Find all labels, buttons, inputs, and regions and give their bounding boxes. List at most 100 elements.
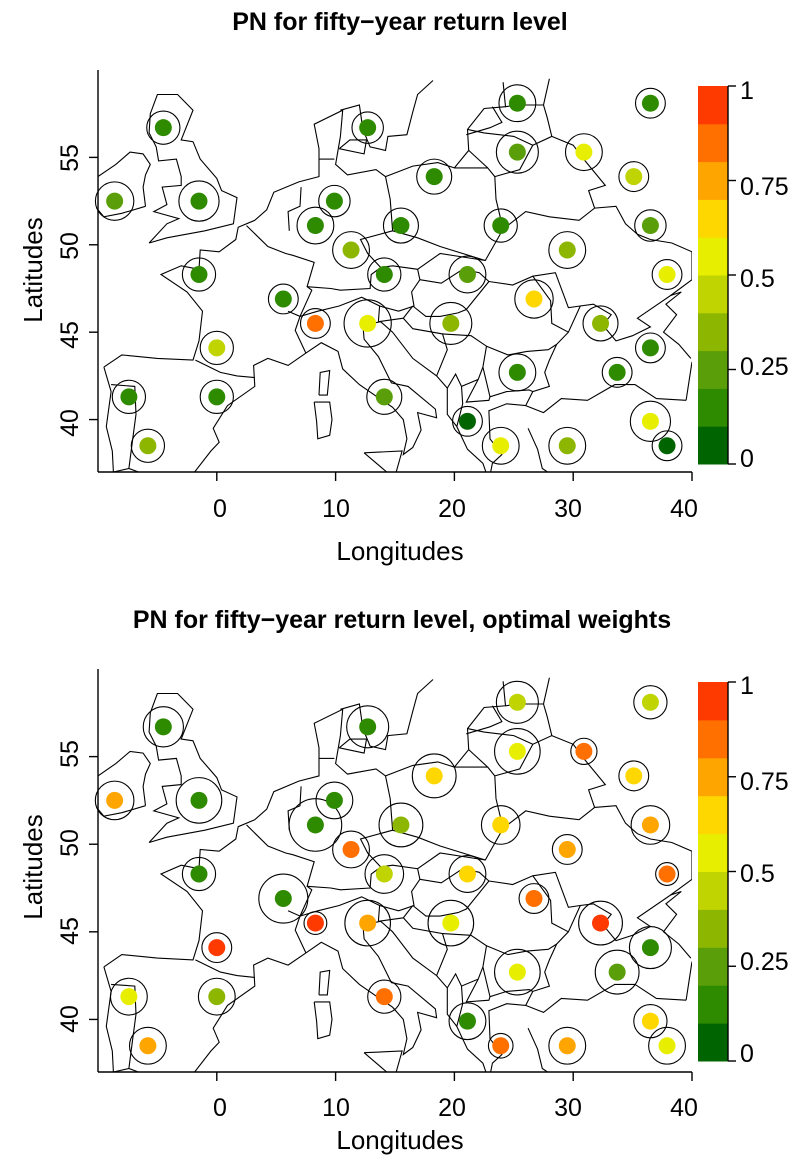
station-point — [592, 314, 610, 332]
colorbar-swatch — [698, 947, 728, 986]
station-point — [359, 119, 377, 137]
colorbar-swatch — [698, 426, 728, 465]
station-point — [492, 217, 510, 235]
station-ring — [94, 181, 135, 221]
colorbar-tick-label: 0.5 — [740, 265, 775, 293]
station-point — [508, 94, 526, 112]
x-tick-label: 0 — [213, 495, 227, 523]
country-border — [287, 187, 302, 231]
country-border — [488, 275, 569, 333]
station-ring — [318, 184, 351, 218]
colorbar-swatch — [698, 795, 728, 835]
station-point — [641, 339, 659, 357]
station-ring — [344, 899, 392, 947]
country-border — [488, 875, 569, 933]
station-point — [558, 241, 576, 259]
station-ring — [651, 430, 683, 462]
station-ring — [634, 332, 666, 364]
station-point — [458, 265, 476, 283]
station-point — [325, 192, 343, 210]
coastline — [525, 983, 687, 1014]
coastline — [103, 681, 507, 968]
station-ring — [351, 111, 384, 144]
station-point — [525, 290, 543, 308]
station-ring — [181, 257, 217, 292]
colorbar-swatch — [698, 1023, 728, 1062]
colorbar-swatch — [698, 985, 728, 1024]
station-ring — [452, 405, 483, 437]
station-point — [492, 816, 510, 834]
map-outline — [98, 78, 692, 507]
station-point — [508, 742, 526, 760]
station-point — [342, 241, 360, 259]
coastline — [527, 1027, 648, 1072]
station-point — [190, 791, 208, 809]
country-border — [467, 728, 534, 745]
station-point — [608, 963, 626, 981]
country-border — [468, 749, 489, 768]
y-axis-label: Latitudes — [18, 814, 48, 920]
station-point — [525, 890, 543, 908]
colorbar-tick-label: 0 — [740, 1040, 754, 1068]
station-ring — [367, 257, 402, 292]
station-point — [139, 437, 157, 455]
station-point — [508, 693, 526, 711]
station-ring — [651, 259, 683, 290]
station-point — [120, 388, 138, 406]
country-border — [685, 361, 692, 401]
coastline — [338, 738, 368, 754]
coastline — [148, 93, 238, 244]
station-ring — [258, 873, 309, 924]
station-ring — [633, 685, 668, 720]
station-ring — [346, 705, 390, 749]
colorbar-tick-label: 0.25 — [740, 353, 789, 381]
colorbar-swatch — [698, 388, 728, 427]
country-border — [359, 176, 394, 268]
map-outline — [98, 677, 692, 1072]
station-point — [508, 963, 526, 981]
station-ring — [514, 279, 554, 319]
station-point — [458, 412, 476, 430]
station-point — [325, 791, 343, 809]
station-ring — [601, 356, 633, 388]
station-ring — [551, 834, 583, 865]
station-ring — [197, 977, 236, 1016]
station-ring — [411, 753, 457, 799]
colorbar-swatch — [698, 86, 728, 125]
coastline — [338, 139, 368, 155]
x-tick-label: 10 — [322, 495, 350, 523]
station-point — [274, 890, 292, 908]
colorbar-swatch — [698, 199, 728, 238]
station-ring — [518, 883, 550, 914]
station-ring — [109, 977, 148, 1016]
station-point — [342, 840, 360, 858]
station-point — [641, 217, 659, 235]
x-tick-label: 30 — [554, 495, 582, 523]
station-ring — [382, 207, 419, 244]
station-point — [425, 168, 443, 186]
country-border — [465, 379, 491, 403]
y-tick-label: 45 — [56, 917, 84, 945]
country-border — [502, 805, 692, 896]
country-border — [307, 265, 421, 312]
coastline — [98, 750, 151, 817]
station-ring — [111, 379, 147, 414]
station-ring — [199, 330, 234, 366]
station-ring — [175, 777, 223, 824]
station-ring — [487, 1032, 514, 1059]
station-ring — [498, 353, 537, 392]
coastline — [496, 502, 529, 507]
coastline — [525, 384, 687, 414]
station-ring — [267, 283, 299, 315]
country-border — [494, 78, 553, 178]
station-ring — [181, 856, 217, 892]
station-ring — [416, 158, 453, 195]
station-ring — [429, 301, 473, 345]
station-ring — [655, 862, 680, 886]
colorbar-swatch — [698, 833, 728, 872]
y-tick-label: 50 — [56, 829, 84, 857]
country-border — [551, 135, 607, 209]
coastline — [363, 450, 403, 472]
country-border — [359, 775, 394, 868]
station-ring — [634, 209, 667, 242]
